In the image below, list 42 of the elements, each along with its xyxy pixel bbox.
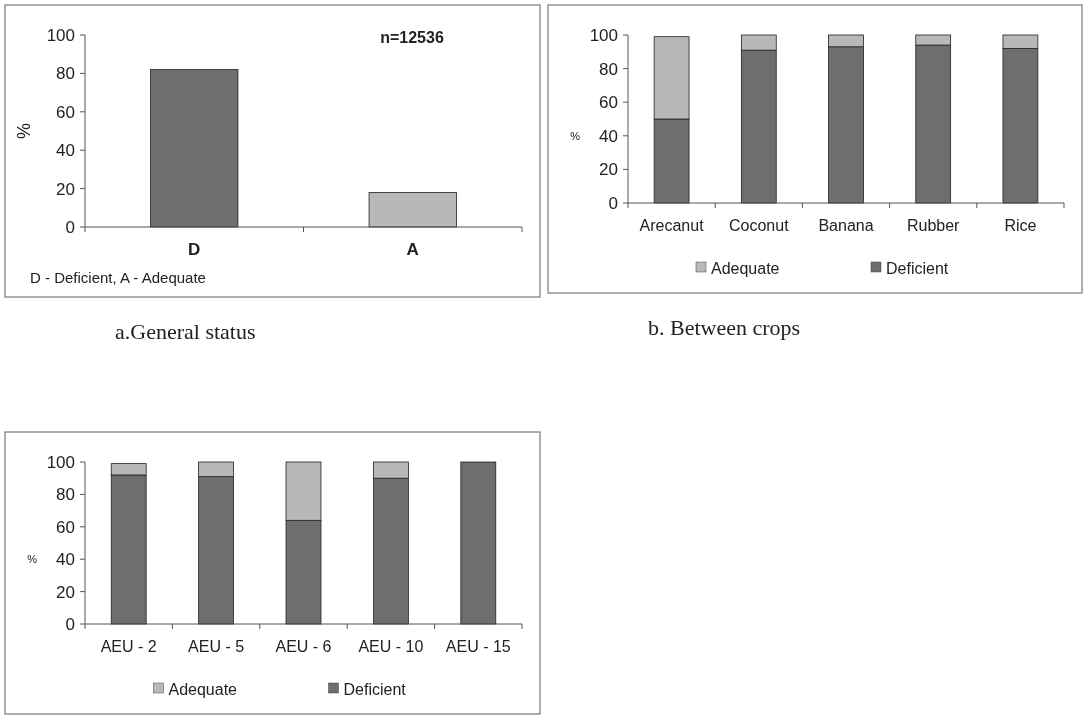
- x-tick-label: AEU - 15: [445, 638, 511, 655]
- x-tick-label: Rice: [1004, 217, 1037, 234]
- legend-label: Deficient: [886, 259, 949, 277]
- y-tick-label: 60: [56, 517, 75, 537]
- text: D - Deficient, A - Adequate: [30, 269, 206, 286]
- x-tick-label: AEU - 5: [188, 638, 245, 655]
- bar: [460, 461, 497, 625]
- y-tick-label: 100: [46, 25, 75, 45]
- y-tick-label: 40: [56, 141, 75, 161]
- y-tick-label: 40: [599, 126, 618, 146]
- y-tick-label: 0: [65, 217, 75, 237]
- x-tick-label: Rubber: [906, 217, 961, 234]
- y-tick-label: 100: [589, 25, 618, 45]
- y-tick-label: 60: [56, 102, 75, 122]
- x-tick-label: D: [188, 240, 201, 259]
- y-tick-label: 40: [56, 550, 75, 570]
- y-tick-label: 0: [65, 614, 75, 634]
- x-tick-label: Coconut: [729, 217, 790, 234]
- x-tick-label: AEU - 10: [358, 638, 424, 655]
- y-tick-label: 80: [56, 485, 75, 505]
- legend-label: Adequate: [168, 680, 238, 698]
- text: b. Between crops: [648, 315, 801, 340]
- x-tick-label: Arecanut: [639, 217, 705, 234]
- y-tick-label: 80: [56, 64, 75, 84]
- y-tick-label: 100: [46, 452, 75, 472]
- y-tick-label: 20: [56, 582, 75, 602]
- x-tick-label: AEU - 2: [100, 638, 157, 655]
- y-axis-title: %: [14, 122, 34, 140]
- y-tick-label: 0: [608, 193, 618, 213]
- y-tick-label: 60: [599, 93, 618, 113]
- y-tick-label: 80: [599, 59, 618, 79]
- legend-label: Adequate: [711, 259, 780, 277]
- annotation: n=12536: [380, 29, 444, 46]
- text: a.General status: [115, 319, 256, 344]
- x-tick-label: AEU - 6: [275, 638, 332, 655]
- y-tick-label: 20: [599, 160, 618, 180]
- x-tick-label: A: [406, 240, 419, 259]
- legend-label: Deficient: [343, 680, 407, 698]
- x-tick-label: Banana: [818, 217, 874, 234]
- y-axis-title: %: [570, 129, 581, 142]
- y-tick-label: 20: [56, 179, 75, 199]
- y-axis-title: %: [27, 553, 38, 566]
